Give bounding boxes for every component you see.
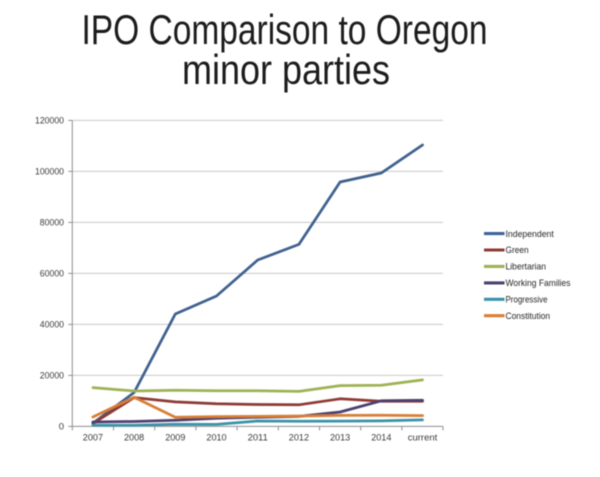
svg-text:0: 0 — [59, 422, 64, 433]
svg-text:IPO Comparison to Oregon: IPO Comparison to Oregon — [82, 6, 488, 53]
svg-text:2013: 2013 — [330, 433, 350, 444]
svg-text:2008: 2008 — [124, 433, 144, 444]
svg-text:Libertarian: Libertarian — [506, 262, 547, 273]
svg-text:120000: 120000 — [35, 116, 64, 127]
svg-text:2009: 2009 — [165, 433, 185, 444]
svg-text:Independent: Independent — [506, 229, 555, 240]
svg-text:2010: 2010 — [206, 433, 226, 444]
svg-text:Working Families: Working Families — [506, 278, 571, 289]
svg-text:100000: 100000 — [35, 167, 64, 178]
svg-text:2012: 2012 — [289, 433, 309, 444]
svg-text:20000: 20000 — [40, 371, 64, 382]
svg-text:60000: 60000 — [40, 269, 64, 280]
svg-text:current: current — [408, 433, 438, 444]
svg-text:Progressive: Progressive — [506, 295, 548, 306]
svg-text:40000: 40000 — [40, 320, 64, 331]
svg-text:2011: 2011 — [248, 433, 268, 444]
svg-text:2007: 2007 — [83, 433, 103, 444]
svg-text:2014: 2014 — [371, 433, 391, 444]
svg-text:Green: Green — [506, 245, 529, 256]
svg-text:Constitution: Constitution — [506, 311, 551, 322]
svg-text:minor parties: minor parties — [182, 46, 390, 93]
svg-text:80000: 80000 — [40, 218, 64, 229]
